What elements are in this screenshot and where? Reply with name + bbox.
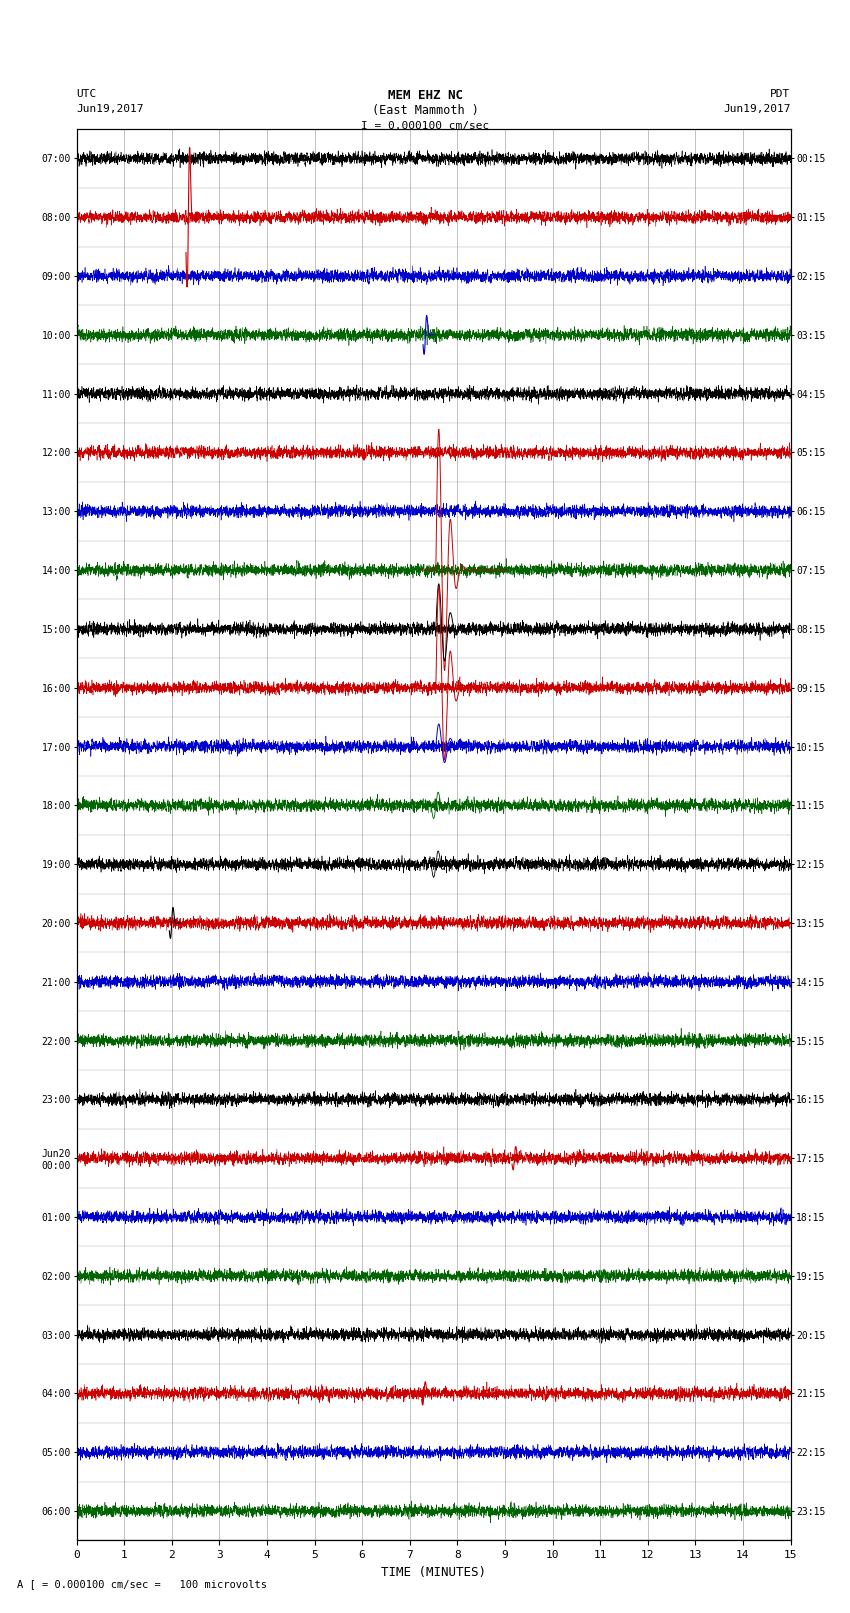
Text: MEM EHZ NC: MEM EHZ NC: [388, 89, 462, 103]
Text: PDT: PDT: [770, 89, 790, 100]
X-axis label: TIME (MINUTES): TIME (MINUTES): [381, 1566, 486, 1579]
Text: I = 0.000100 cm/sec: I = 0.000100 cm/sec: [361, 121, 489, 132]
Text: (East Mammoth ): (East Mammoth ): [371, 103, 479, 118]
Text: A [ = 0.000100 cm/sec =   100 microvolts: A [ = 0.000100 cm/sec = 100 microvolts: [17, 1579, 267, 1589]
Text: Jun19,2017: Jun19,2017: [76, 103, 144, 113]
Text: UTC: UTC: [76, 89, 97, 100]
Text: Jun19,2017: Jun19,2017: [723, 103, 791, 113]
